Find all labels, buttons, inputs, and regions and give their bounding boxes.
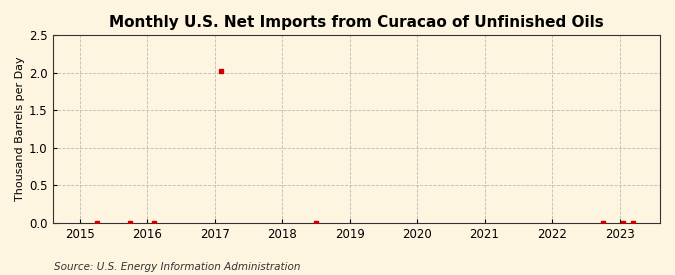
- Text: Source: U.S. Energy Information Administration: Source: U.S. Energy Information Administ…: [54, 262, 300, 272]
- Y-axis label: Thousand Barrels per Day: Thousand Barrels per Day: [15, 57, 25, 201]
- Title: Monthly U.S. Net Imports from Curacao of Unfinished Oils: Monthly U.S. Net Imports from Curacao of…: [109, 15, 603, 30]
